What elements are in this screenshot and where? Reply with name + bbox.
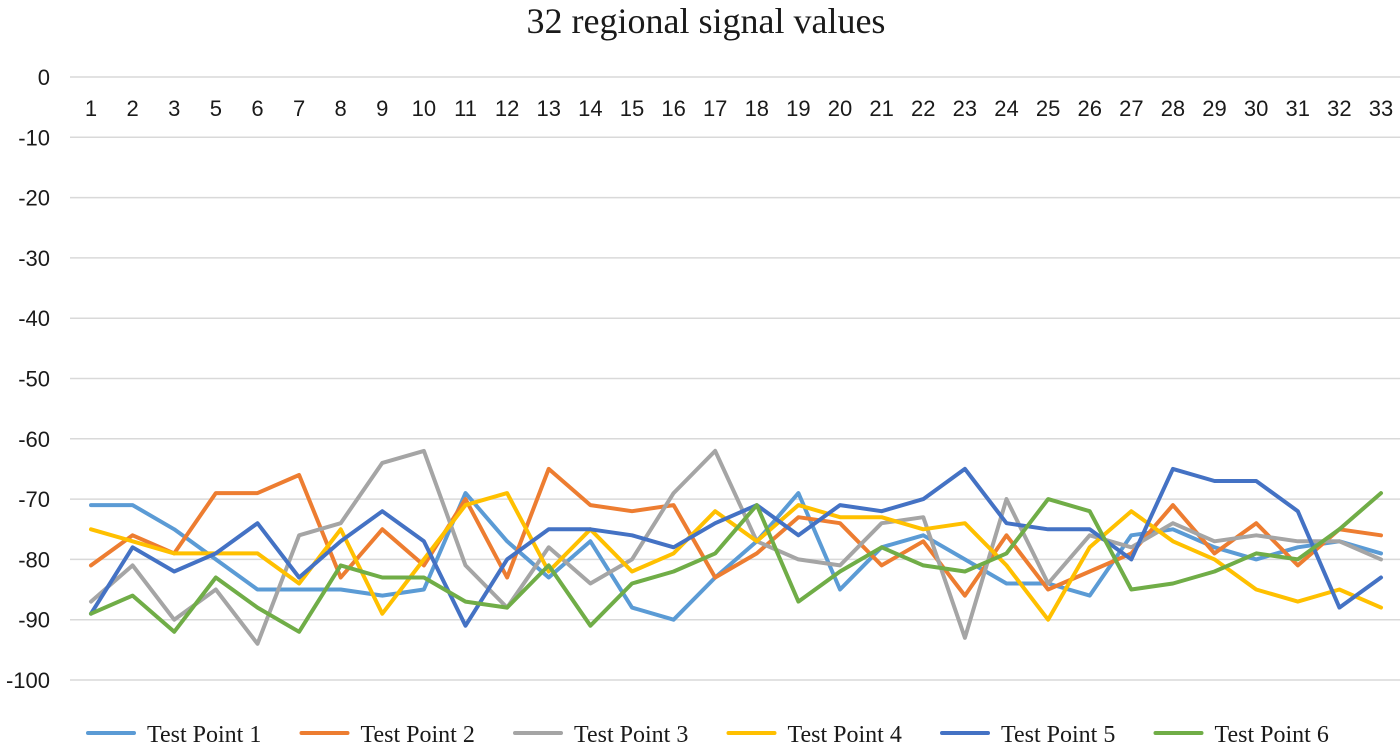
x-tick-label: 7: [293, 96, 305, 121]
legend-label: Test Point 6: [1215, 722, 1329, 748]
x-tick-label: 1: [85, 96, 97, 121]
legend-label: Test Point 3: [574, 722, 688, 748]
x-tick-label: 8: [335, 96, 347, 121]
legend-item: Test Point 5: [940, 722, 1115, 748]
x-tick-label: 15: [620, 96, 644, 121]
x-tick-label: 32: [1327, 96, 1351, 121]
series-line-test-point-5: [89, 466, 1383, 628]
x-tick-label: 3: [168, 96, 180, 121]
y-tick-label: -20: [18, 186, 50, 211]
x-tick-label: 25: [1036, 96, 1060, 121]
legend-item: Test Point 3: [513, 722, 688, 748]
y-tick-label: -40: [18, 306, 50, 331]
x-tick-label: 33: [1369, 96, 1393, 121]
x-tick-label: 23: [953, 96, 977, 121]
y-tick-label: -80: [18, 547, 50, 572]
x-tick-label: 26: [1077, 96, 1101, 121]
x-tick-label: 31: [1286, 96, 1310, 121]
x-tick-label: 30: [1244, 96, 1268, 121]
y-tick-label: -100: [6, 668, 50, 693]
x-tick-label: 14: [578, 96, 602, 121]
x-tick-label: 6: [251, 96, 263, 121]
y-tick-label: -70: [18, 487, 50, 512]
y-axis-tick-labels: 0 -10 -20 -30 -40 -50 -60 -70 -80 -90 -100: [6, 65, 50, 693]
legend-label: Test Point 4: [788, 722, 902, 748]
legend-item: Test Point 6: [1153, 722, 1329, 748]
legend-item: Test Point 4: [726, 722, 902, 748]
series-line-test-point-2: [89, 466, 1383, 598]
legend-item: Test Point 1: [86, 722, 261, 748]
x-tick-label: 27: [1119, 96, 1143, 121]
x-tick-label: 2: [126, 96, 138, 121]
y-tick-label: -30: [18, 246, 50, 271]
x-tick-label: 28: [1161, 96, 1185, 121]
y-tick-label: -90: [18, 608, 50, 633]
x-tick-label: 12: [495, 96, 519, 121]
series-line-test-point-3: [89, 448, 1383, 646]
x-tick-label: 11: [454, 96, 477, 121]
chart-title: 32 regional signal values: [527, 1, 886, 41]
legend-label: Test Point 2: [361, 722, 475, 748]
x-tick-label: 18: [745, 96, 769, 121]
series-line-test-point-1: [89, 491, 1383, 622]
legend-label: Test Point 5: [1001, 722, 1115, 748]
x-tick-label: 24: [994, 96, 1018, 121]
y-tick-label: -60: [18, 427, 50, 452]
x-tick-label: 22: [911, 96, 935, 121]
x-tick-label: 16: [661, 96, 685, 121]
x-tick-label: 17: [703, 96, 727, 121]
y-tick-label: -10: [18, 125, 50, 150]
legend-item: Test Point 2: [299, 722, 475, 748]
series-lines: [89, 448, 1383, 646]
x-tick-label: 20: [828, 96, 852, 121]
x-axis-tick-labels: 1 2 3 5 6 7 8 9 10 11 12 13 14 15 16 17 18 19 20 21 22 23 24 25…: [85, 96, 1393, 121]
y-tick-label: 0: [38, 65, 50, 90]
legend-label: Test Point 1: [147, 722, 261, 748]
x-tick-label: 5: [210, 96, 222, 121]
x-tick-label: 10: [412, 96, 436, 121]
x-tick-label: 19: [786, 96, 810, 121]
series-line-test-point-6: [89, 491, 1383, 634]
x-tick-label: 13: [536, 96, 560, 121]
x-tick-label: 21: [869, 96, 893, 121]
y-tick-label: -50: [18, 367, 50, 392]
x-tick-label: 9: [376, 96, 388, 121]
legend: Test Point 1 Test Point 2 Test Point 3 Test…: [86, 722, 1329, 748]
x-tick-label: 29: [1202, 96, 1226, 121]
